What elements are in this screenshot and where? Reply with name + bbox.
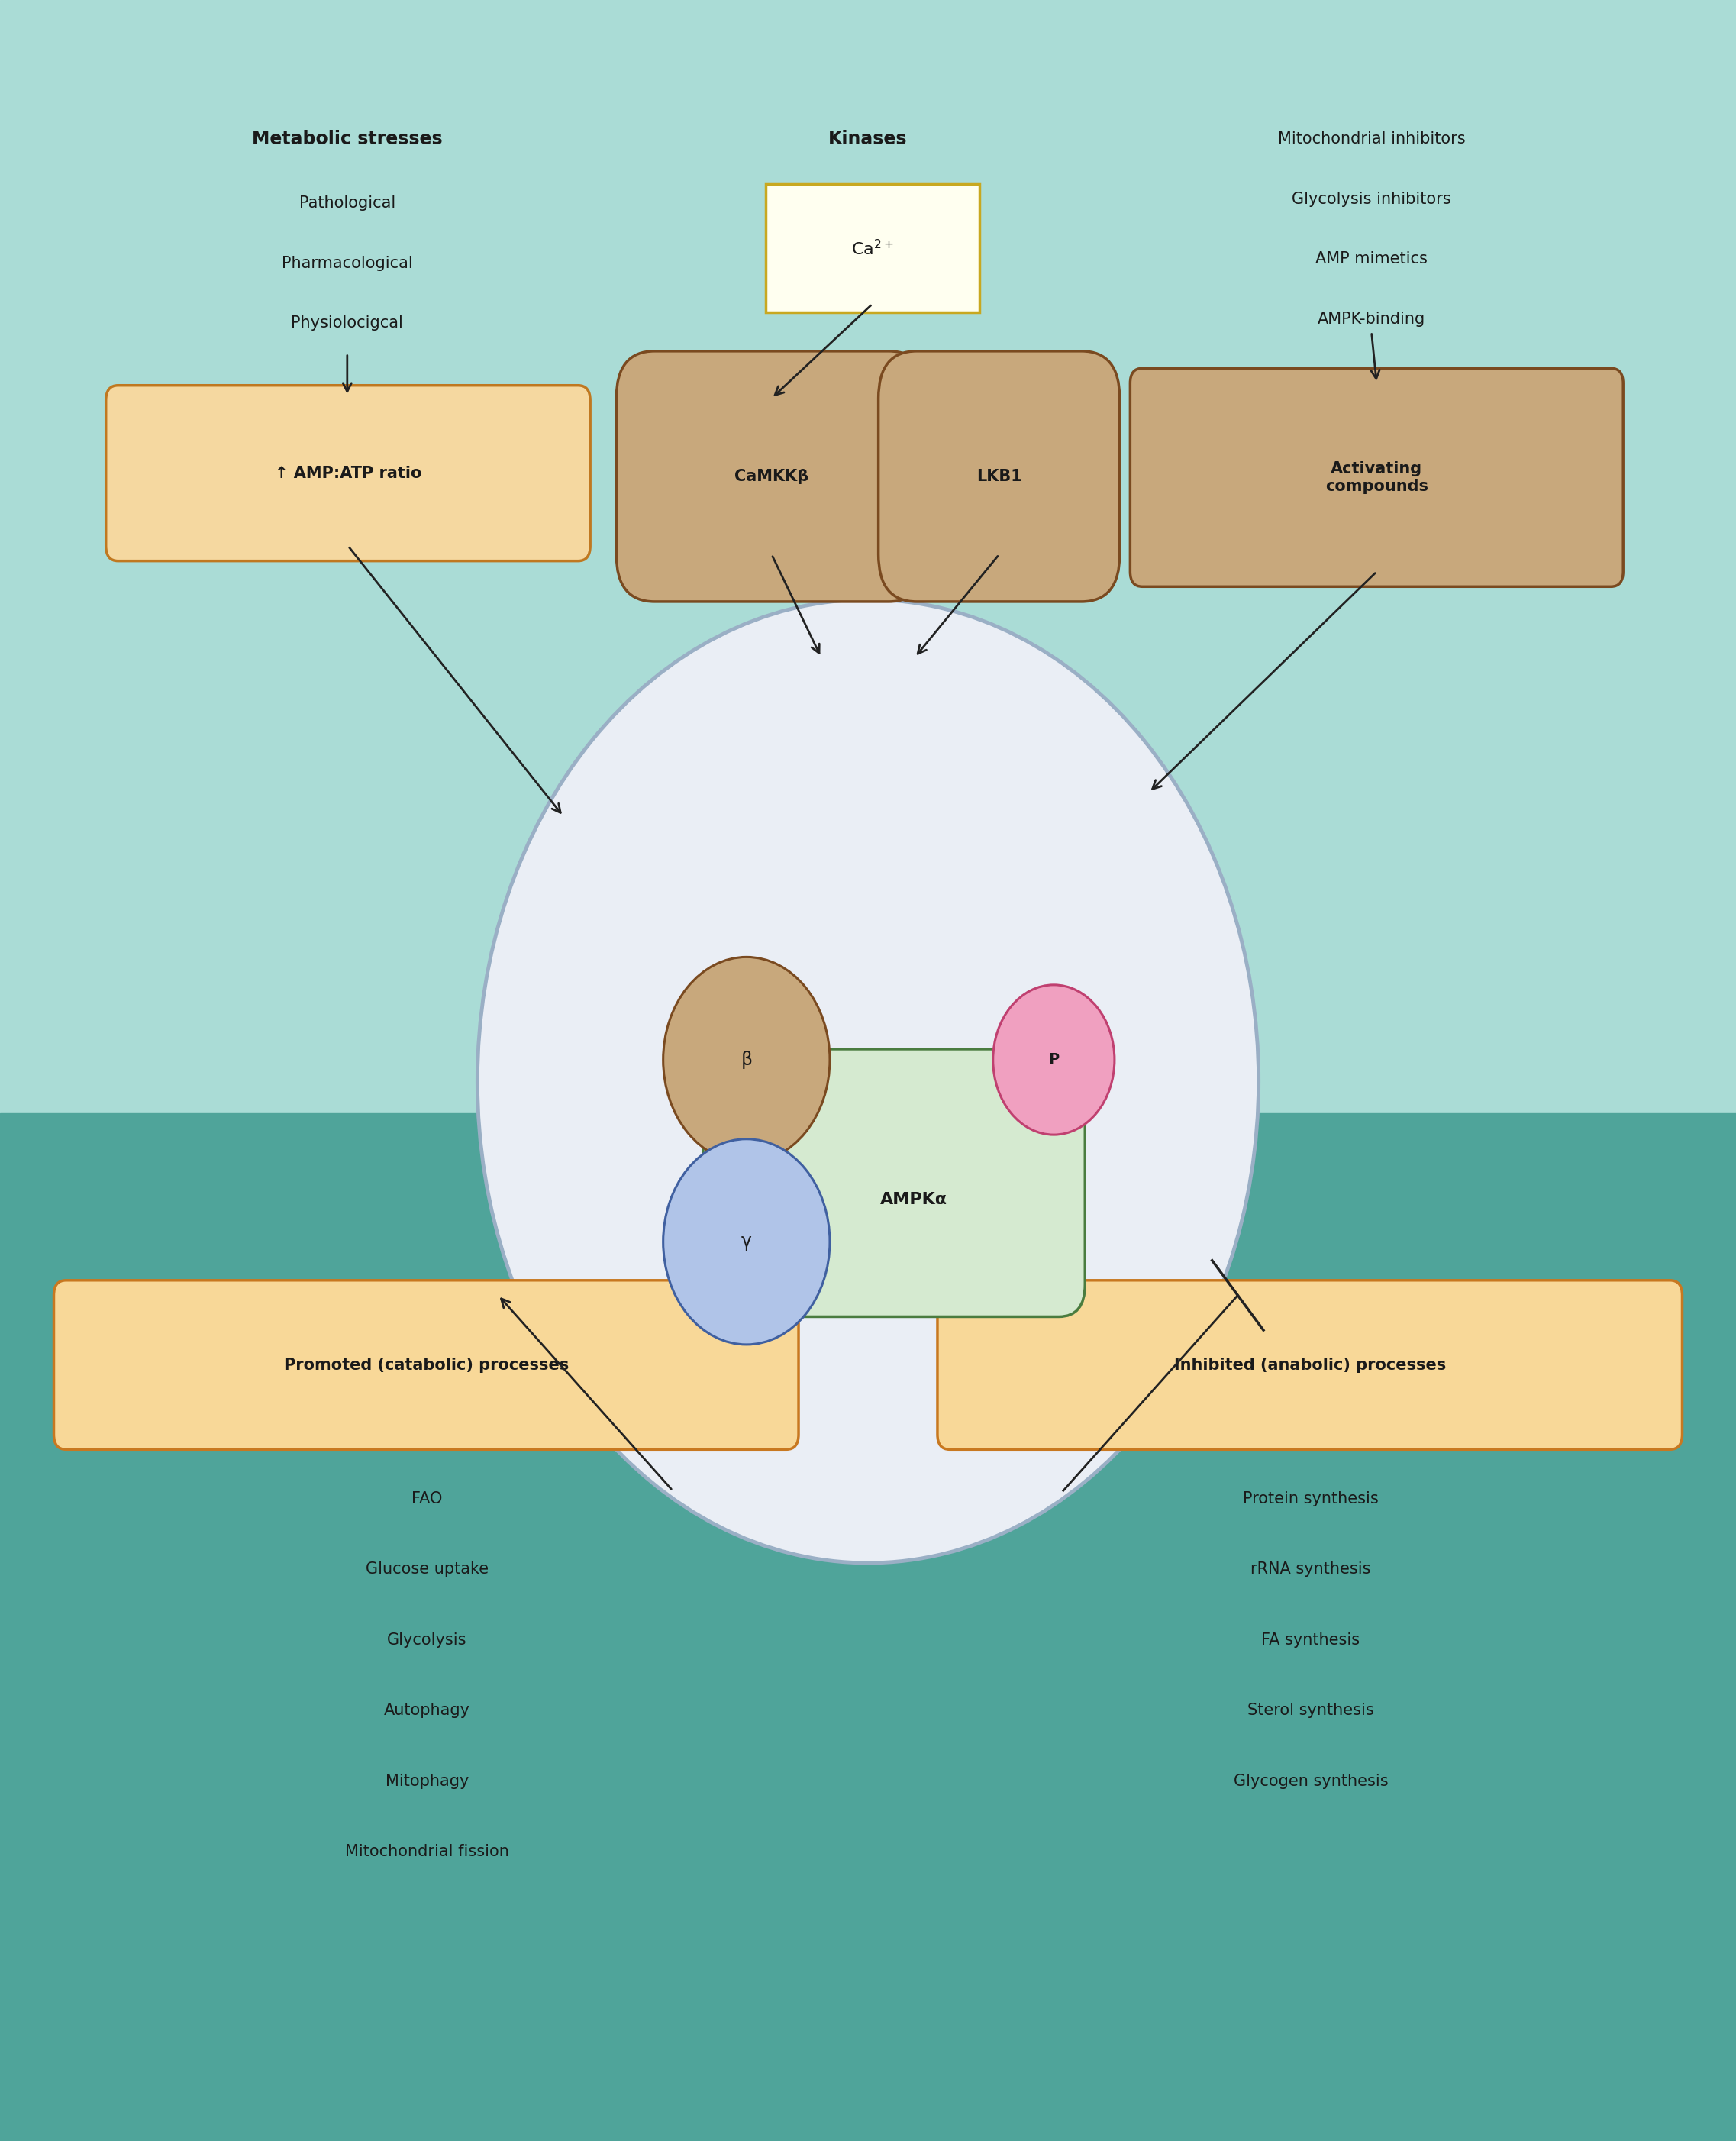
Text: CaMKKβ: CaMKKβ: [734, 469, 809, 484]
Text: β: β: [741, 1051, 752, 1068]
Text: FAO: FAO: [411, 1490, 443, 1507]
Circle shape: [993, 985, 1115, 1135]
Text: Mitophagy: Mitophagy: [385, 1773, 469, 1790]
Text: Physiolocigcal: Physiolocigcal: [292, 315, 403, 332]
Text: Glycolysis: Glycolysis: [387, 1631, 467, 1649]
FancyBboxPatch shape: [937, 1280, 1682, 1449]
Text: Mitochondrial fission: Mitochondrial fission: [345, 1843, 509, 1861]
Text: Pharmacological: Pharmacological: [281, 255, 413, 272]
Text: Metabolic stresses: Metabolic stresses: [252, 131, 443, 148]
FancyBboxPatch shape: [54, 1280, 799, 1449]
Text: Ca$^{2+}$: Ca$^{2+}$: [851, 240, 894, 257]
FancyBboxPatch shape: [766, 184, 979, 313]
FancyBboxPatch shape: [703, 1049, 1085, 1317]
Text: AMPKα: AMPKα: [880, 1193, 948, 1208]
Text: Glucose uptake: Glucose uptake: [366, 1561, 488, 1578]
Text: Autophagy: Autophagy: [384, 1702, 470, 1719]
FancyBboxPatch shape: [1130, 368, 1623, 587]
Circle shape: [663, 957, 830, 1163]
Circle shape: [663, 1139, 830, 1345]
Text: Glycolysis inhibitors: Glycolysis inhibitors: [1292, 191, 1451, 208]
FancyBboxPatch shape: [106, 385, 590, 561]
Text: Protein synthesis: Protein synthesis: [1243, 1490, 1378, 1507]
Text: Kinases: Kinases: [828, 131, 908, 148]
Bar: [0, 0, 1736, 1113]
Text: Mitochondrial inhibitors: Mitochondrial inhibitors: [1278, 131, 1465, 148]
Text: Inhibited (anabolic) processes: Inhibited (anabolic) processes: [1174, 1357, 1446, 1372]
Text: γ: γ: [741, 1233, 752, 1250]
Text: Activating
compounds: Activating compounds: [1325, 460, 1429, 495]
Circle shape: [477, 599, 1259, 1563]
FancyBboxPatch shape: [878, 351, 1120, 602]
Text: ↑ AMP:ATP ratio: ↑ AMP:ATP ratio: [274, 465, 422, 482]
Text: Sterol synthesis: Sterol synthesis: [1248, 1702, 1373, 1719]
Text: Pathological: Pathological: [299, 195, 396, 212]
Text: AMP mimetics: AMP mimetics: [1316, 250, 1427, 268]
Text: AMPK-binding: AMPK-binding: [1318, 310, 1425, 328]
Text: P: P: [1049, 1053, 1059, 1066]
Text: LKB1: LKB1: [976, 469, 1023, 484]
Bar: [0, 1113, 1736, 2141]
Text: Promoted (catabolic) processes: Promoted (catabolic) processes: [283, 1357, 569, 1372]
Text: rRNA synthesis: rRNA synthesis: [1250, 1561, 1371, 1578]
Text: FA synthesis: FA synthesis: [1262, 1631, 1359, 1649]
FancyBboxPatch shape: [616, 351, 927, 602]
Text: Glycogen synthesis: Glycogen synthesis: [1233, 1773, 1389, 1790]
